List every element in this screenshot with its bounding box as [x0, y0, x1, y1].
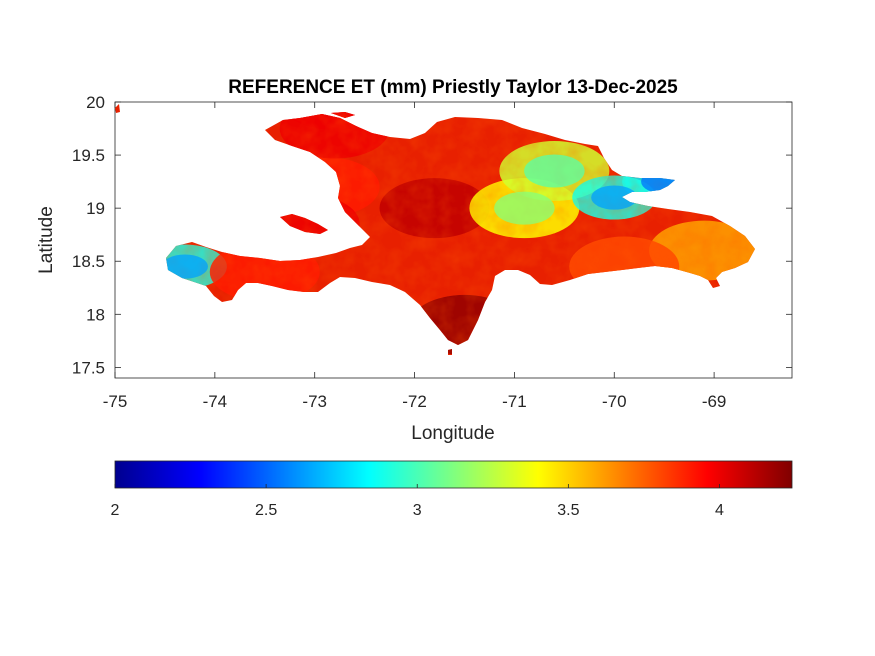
- x-axis-label: Longitude: [411, 423, 494, 444]
- colorbar-tick-label: 2: [111, 502, 120, 519]
- colorbar-tick-label: 4: [715, 502, 724, 519]
- colorbar-tick-label: 3.5: [557, 502, 579, 519]
- heatmap-region-core: [591, 185, 638, 210]
- x-tick-label: -74: [203, 392, 228, 411]
- y-tick-label: 20: [86, 93, 105, 112]
- colorbar-tick-label: 2.5: [255, 502, 277, 519]
- y-tick-label: 17.5: [72, 358, 105, 377]
- x-tick-label: -72: [402, 392, 427, 411]
- heatmap-region-core: [494, 191, 555, 225]
- y-tick-label: 18: [86, 305, 105, 324]
- y-tick-label: 19: [86, 199, 105, 218]
- x-tick-label: -75: [103, 392, 128, 411]
- chart-title: REFERENCE ET (mm) Priestly Taylor 13-Dec…: [228, 77, 678, 98]
- y-tick-label: 19.5: [72, 146, 105, 165]
- heatmap-region-core: [524, 154, 585, 188]
- x-tick-label: -73: [302, 392, 327, 411]
- x-tick-label: -70: [602, 392, 627, 411]
- colorbar-tick-label: 3: [413, 502, 422, 519]
- y-tick-label: 18.5: [72, 252, 105, 271]
- colorbar: [114, 460, 793, 489]
- colorbar-ticks: 2 2.5 3 3.5 4: [111, 484, 724, 519]
- y-axis: 17.5 18 18.5 19 19.5 20: [72, 93, 792, 377]
- heatmap-region-core: [161, 254, 208, 279]
- y-axis-label: Latitude: [36, 206, 57, 274]
- x-axis: -75 -74 -73 -72 -71 -70 -69: [103, 102, 727, 411]
- x-tick-label: -69: [702, 392, 727, 411]
- x-tick-label: -71: [502, 392, 527, 411]
